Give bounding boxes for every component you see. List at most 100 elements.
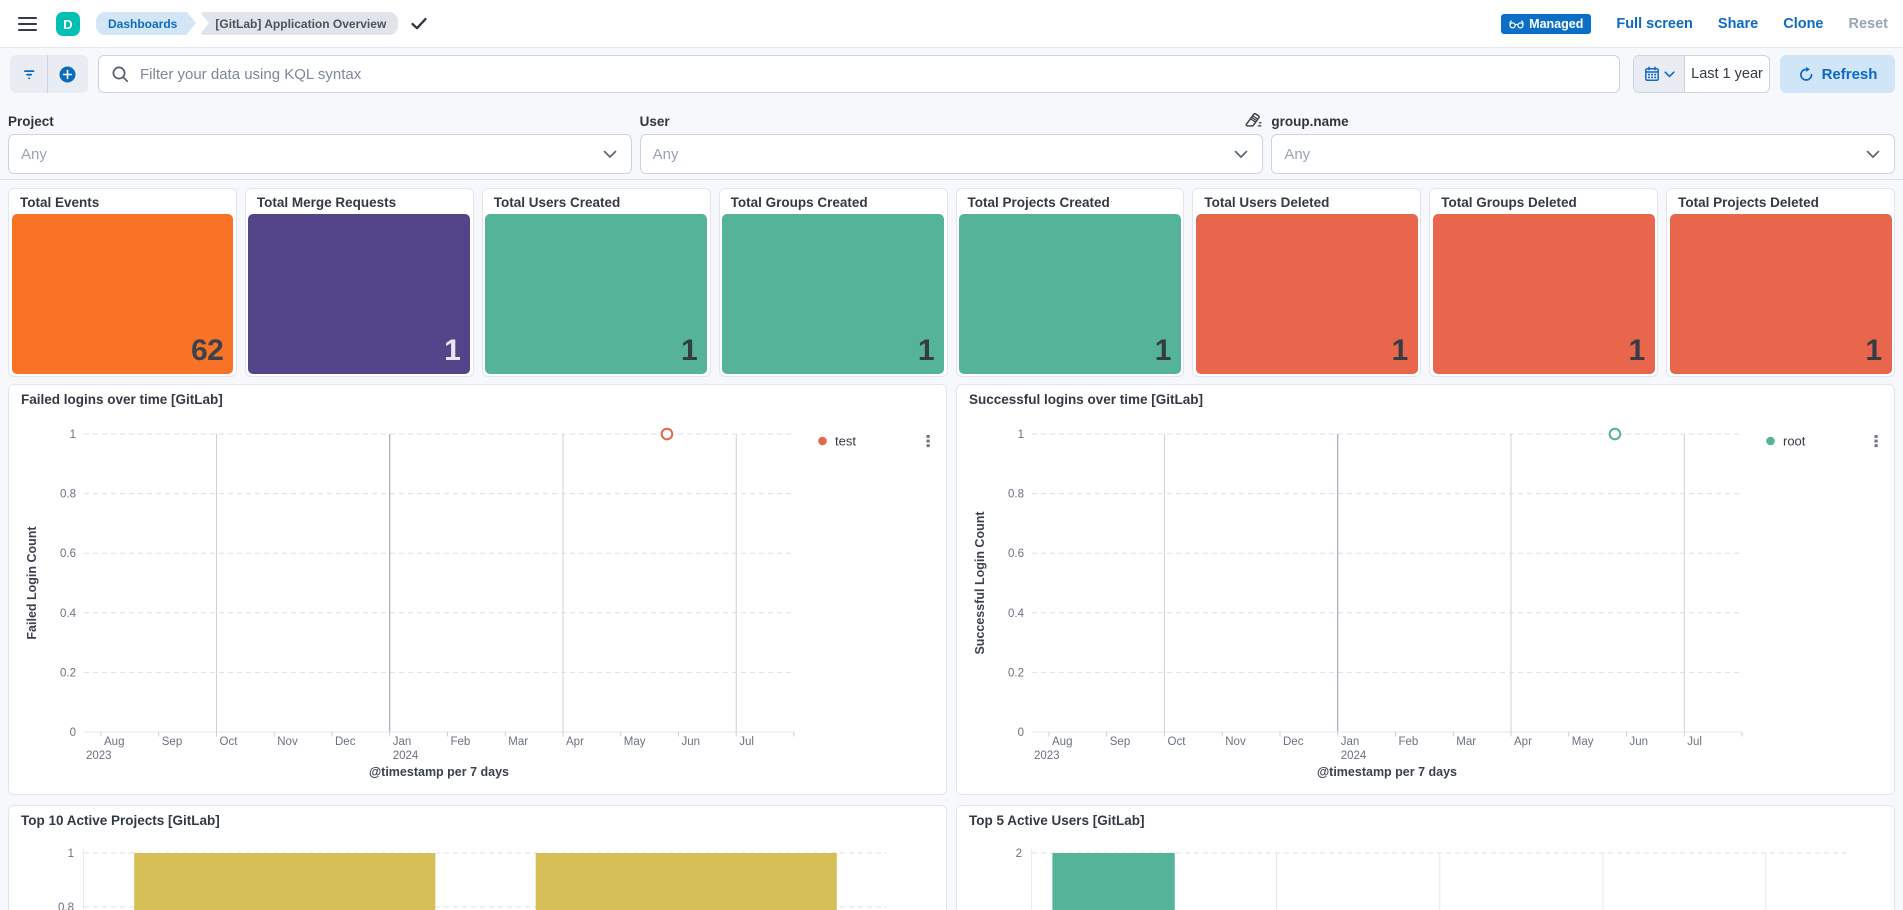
metric-tile-value: 1 [1865,333,1882,367]
legend-dot [1766,436,1775,446]
filter-icon[interactable] [10,55,48,93]
svg-text:Dec: Dec [335,736,356,748]
svg-text:Apr: Apr [566,736,584,748]
metric-tile-title: Total Groups Created [730,195,868,210]
share-button[interactable]: Share [1717,16,1759,32]
bar-chart: 10.80.60.40.20 [58,848,887,910]
svg-text:Oct: Oct [220,736,239,748]
metric-tile-total-groups-created[interactable]: Total Groups Created 1 [718,188,948,377]
control-user: User Any [639,101,1264,180]
metric-tile-block: 1 [1195,214,1418,374]
metric-tile-title: Total Groups Deleted [1441,195,1577,210]
line-chart: 0 0.2 0.4 0.6 0.8 1 Aug Sep Oct Nov Dec Jan Feb Mar Ap… [973,427,1878,779]
chevron-down-icon [1234,150,1248,158]
control-dropdown[interactable]: Any [8,134,632,174]
metric-tile-value: 62 [191,333,224,367]
menu-icon[interactable] [14,10,42,38]
control-value: Any [1284,145,1311,163]
metric-tile-block: 1 [959,214,1181,374]
control-label: group.name [1271,114,1349,129]
svg-text:Nov: Nov [1225,736,1246,748]
panel-title: Successful logins over time [GitLab] [969,392,1204,407]
svg-text:Jan: Jan [1341,736,1360,748]
control-label: User [639,114,670,129]
query-bar: Last 1 year Refresh [0,48,1903,101]
space-avatar[interactable]: D [56,12,80,36]
bar[interactable] [535,853,837,910]
metric-tile-total-groups-deleted[interactable]: Total Groups Deleted 1 [1429,188,1659,377]
svg-text:Mar: Mar [508,736,528,748]
svg-text:0.2: 0.2 [1008,667,1024,679]
glasses-icon [1509,20,1524,29]
svg-text:@timestamp per 7 days: @timestamp per 7 days [1317,765,1457,779]
refresh-icon [1799,66,1812,81]
svg-text:Jul: Jul [1687,736,1702,748]
metric-tile-block: 1 [485,214,708,374]
metric-tile-title: Total Events [20,195,100,210]
calendar-button[interactable] [1634,56,1685,92]
breadcrumb: Dashboards [GitLab] Application Overview [96,12,428,35]
panel-options-icon[interactable] [926,435,930,448]
metric-tile-total-merge-requests[interactable]: Total Merge Requests 1 [244,188,474,377]
metric-tile-value: 1 [1628,333,1645,367]
svg-text:Apr: Apr [1514,736,1532,748]
refresh-button[interactable]: Refresh [1780,55,1895,93]
reset-button[interactable]: Reset [1848,16,1889,32]
calendar-icon [1644,66,1659,81]
svg-text:Mar: Mar [1456,736,1476,748]
control-project: Project Any [8,101,632,180]
panel-title: Failed logins over time [GitLab] [21,392,223,407]
check-icon[interactable] [410,16,428,31]
control-dropdown[interactable]: Any [639,134,1264,174]
svg-text:2023: 2023 [86,750,112,762]
metric-tile-value: 1 [1391,333,1409,367]
metric-tile-total-users-created[interactable]: Total Users Created 1 [481,188,711,377]
svg-text:2024: 2024 [1341,750,1367,762]
bar[interactable] [134,853,436,910]
bar[interactable] [1052,853,1175,910]
add-filter-button[interactable] [48,55,87,93]
metric-tile-total-projects-created[interactable]: Total Projects Created 1 [955,188,1185,377]
header-bar: D Dashboards [GitLab] Application Overvi… [0,0,1903,48]
metric-tile-total-projects-deleted[interactable]: Total Projects Deleted 1 [1666,188,1895,377]
svg-text:Nov: Nov [277,736,298,748]
control-label: Project [8,114,54,129]
svg-text:0.8: 0.8 [58,902,74,910]
search-icon [112,66,129,82]
panel-top-projects[interactable]: Top 10 Active Projects [GitLab] 10.80.60… [8,805,947,910]
svg-text:Successful Login Count: Successful Login Count [973,511,987,655]
chevron-down-icon [1663,70,1675,77]
panel-failed-logins[interactable]: Failed logins over time [GitLab] 0 0.2 0.4… [8,384,947,795]
kql-query-input[interactable] [140,65,1619,83]
metric-tile-value: 1 [1154,333,1172,367]
metric-tile-total-users-deleted[interactable]: Total Users Deleted 1 [1192,188,1422,377]
breadcrumb-current-dashboard[interactable]: [GitLab] Application Overview [200,12,399,35]
legend-label[interactable]: test [835,434,856,449]
clone-button[interactable]: Clone [1783,16,1824,32]
control-value: Any [652,145,679,163]
kql-search-bar [98,55,1620,93]
date-picker: Last 1 year [1633,55,1770,93]
svg-text:0: 0 [1018,727,1024,739]
panel-options-icon[interactable] [1874,435,1878,448]
panel-successful-logins[interactable]: Successful logins over time [GitLab] 0 0.… [956,384,1895,795]
legend-label[interactable]: root [1783,434,1806,449]
svg-text:May: May [624,736,646,748]
control-dropdown[interactable]: Any [1271,134,1895,174]
panel-top-users[interactable]: Top 5 Active Users [GitLab] 210 [956,805,1895,910]
metric-tile-total-events[interactable]: Total Events 62 [8,188,237,377]
eraser-icon[interactable] [1243,109,1263,129]
panel-title: Top 5 Active Users [GitLab] [969,813,1145,828]
svg-text:Aug: Aug [104,736,124,748]
full-screen-button[interactable]: Full screen [1616,16,1693,32]
svg-text:Aug: Aug [1052,736,1072,748]
metric-tile-title: Total Users Deleted [1204,195,1330,210]
metric-tile-value: 1 [444,333,461,367]
chevron-down-icon [1866,150,1880,158]
control-value: Any [21,145,47,163]
metric-tile-value: 1 [680,333,698,367]
time-range-value[interactable]: Last 1 year [1691,66,1763,82]
breadcrumb-dashboards[interactable]: Dashboards [96,12,197,35]
svg-text:@timestamp per 7 days: @timestamp per 7 days [369,765,509,779]
metric-tile-block: 1 [722,214,944,374]
